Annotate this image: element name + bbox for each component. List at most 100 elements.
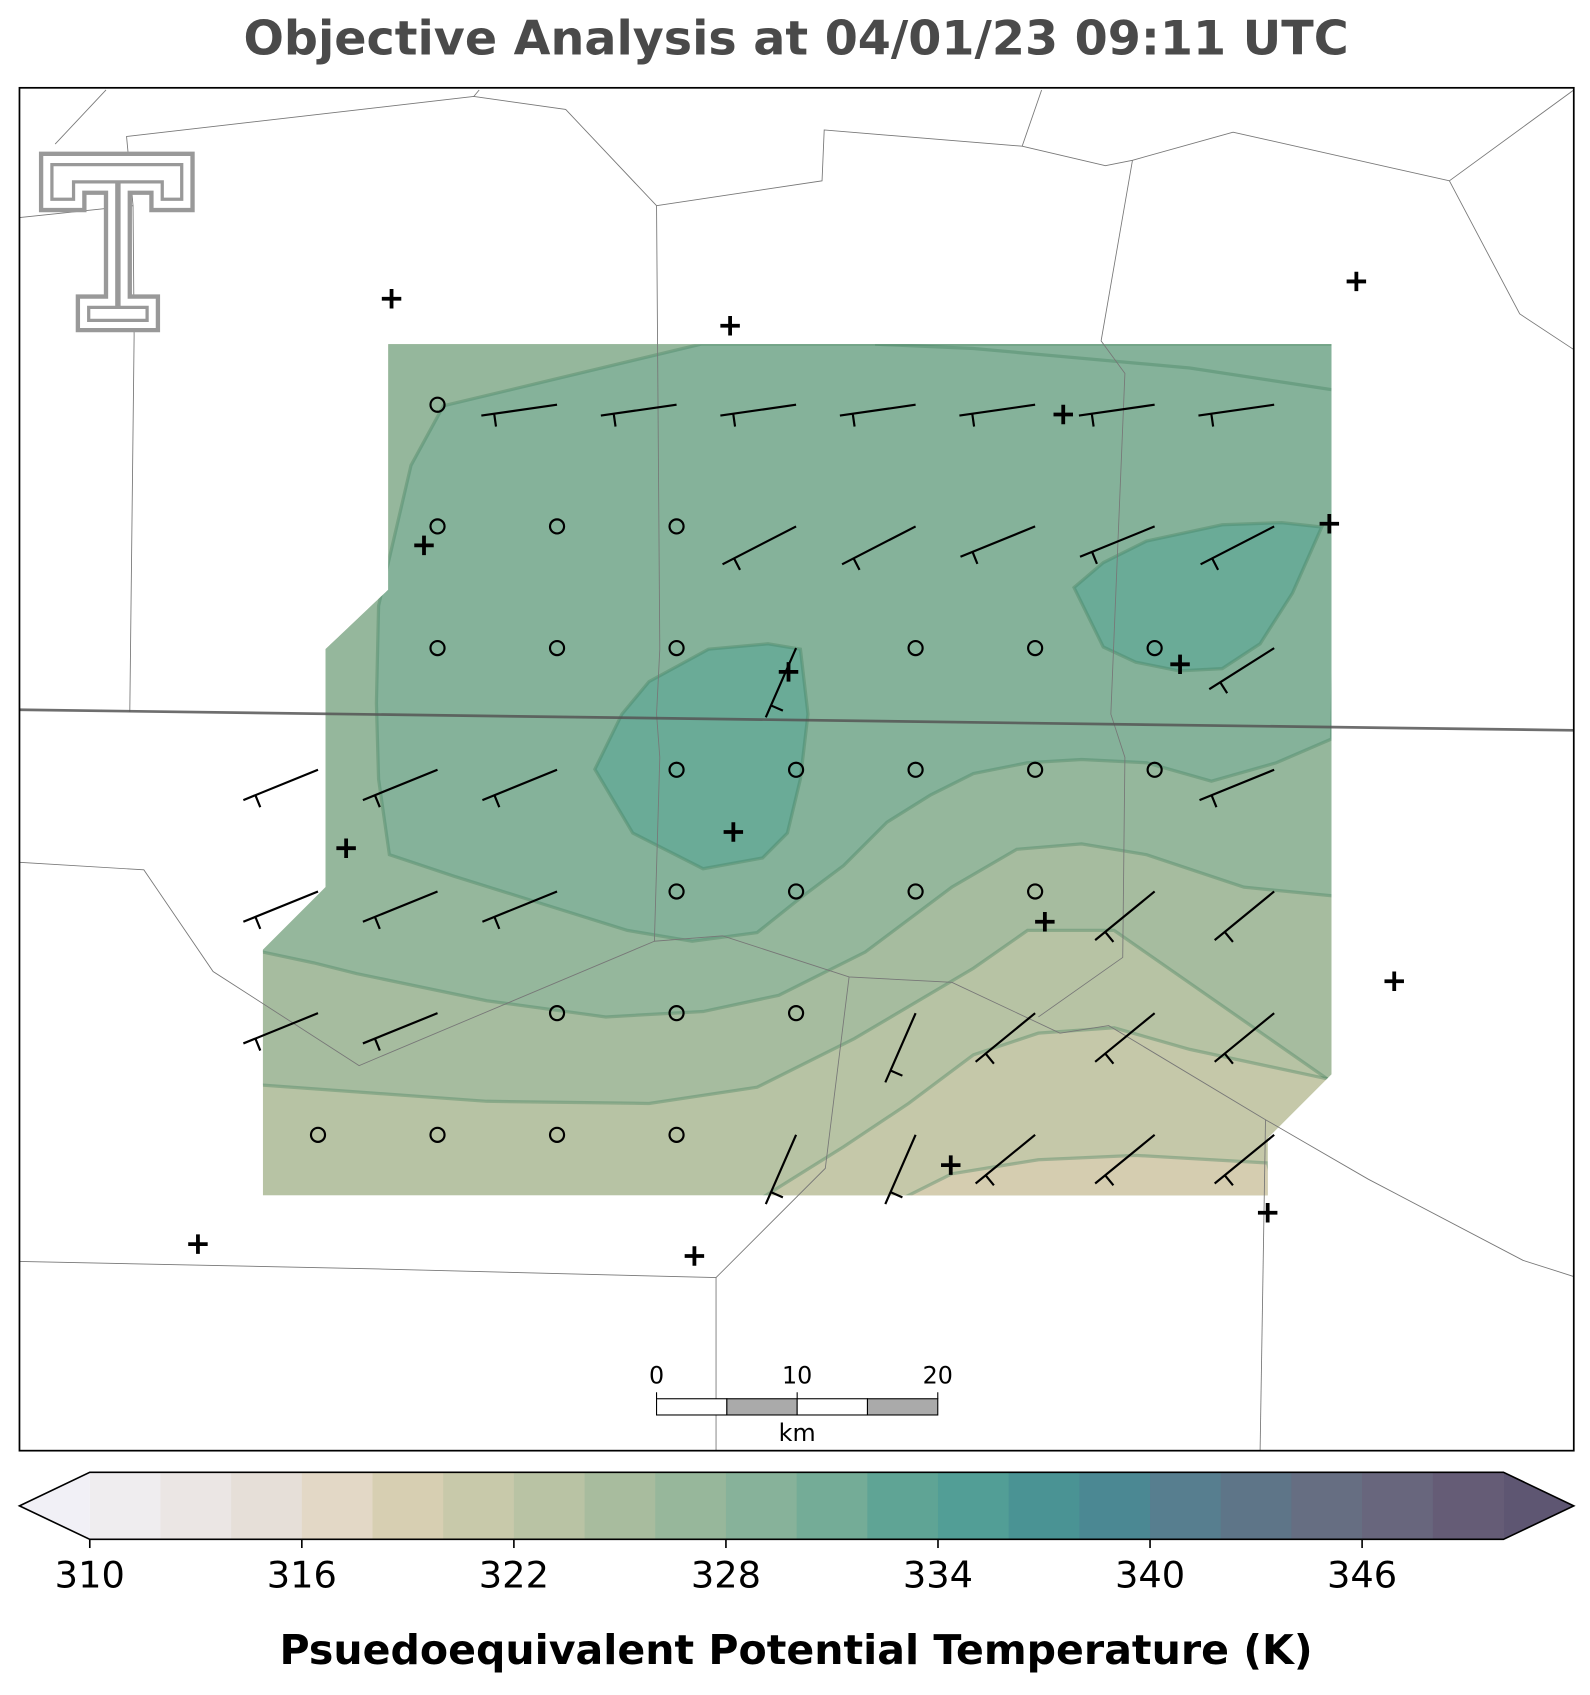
calm-station xyxy=(548,518,566,535)
calm-station xyxy=(787,883,805,900)
calm-station xyxy=(548,1126,566,1143)
wind-barb xyxy=(959,403,1036,427)
colorbar-label: Psuedoequivalent Potential Temperature (… xyxy=(279,1626,1312,1674)
scale-segment xyxy=(726,1398,798,1416)
calm-station xyxy=(1027,761,1044,778)
wind-barb xyxy=(1094,1012,1156,1065)
station-marker xyxy=(414,535,434,556)
calm-station xyxy=(429,518,446,535)
colorbar-over xyxy=(1503,1472,1574,1540)
station-marker xyxy=(720,316,740,336)
colorbar-level xyxy=(796,1472,868,1540)
wind-barb xyxy=(722,525,797,571)
colorbar-level xyxy=(1150,1472,1222,1540)
wind-barb xyxy=(841,525,917,571)
wind-barb xyxy=(1198,403,1275,427)
wind-barb xyxy=(1213,1133,1275,1187)
station-marker xyxy=(941,1155,961,1175)
wind-barb xyxy=(1078,403,1155,427)
station-marker xyxy=(188,1234,208,1254)
calm-station xyxy=(668,883,685,900)
scale-tick-label: 10 xyxy=(782,1362,812,1390)
analysis-field xyxy=(262,344,1332,1196)
calm-station xyxy=(548,639,566,657)
calm-station xyxy=(1146,639,1163,657)
colorbar-level xyxy=(1008,1472,1080,1540)
station-marker xyxy=(1319,513,1340,534)
colorbar-level xyxy=(513,1472,586,1540)
scale-segment xyxy=(656,1398,728,1416)
colorbar-level xyxy=(1079,1472,1151,1540)
colorbar-tick-label: 334 xyxy=(903,1554,973,1597)
wind-barb xyxy=(1094,890,1156,943)
colorbar-level xyxy=(89,1472,162,1540)
colorbar-level xyxy=(1291,1472,1363,1540)
calm-station xyxy=(668,518,685,535)
station-marker xyxy=(336,838,356,858)
wind-barb xyxy=(482,890,558,930)
colorbar-tick-label: 310 xyxy=(55,1554,125,1597)
wind-barb xyxy=(362,768,438,808)
wind-barb xyxy=(1200,525,1275,571)
scale-tick-label: 0 xyxy=(649,1362,664,1390)
colorbar-tick-label: 340 xyxy=(1115,1554,1185,1597)
colorbar-level xyxy=(725,1472,798,1540)
title: Objective Analysis at 04/01/23 09:11 UTC xyxy=(243,11,1348,66)
wind-barb xyxy=(974,1012,1036,1065)
colorbar-level xyxy=(1432,1472,1505,1540)
calm-station xyxy=(309,1126,327,1143)
calm-station xyxy=(907,883,924,900)
calm-station xyxy=(787,761,805,778)
station-marker xyxy=(1346,271,1367,292)
colorbar-level xyxy=(867,1472,939,1540)
colorbar-level xyxy=(443,1472,515,1540)
logo xyxy=(38,151,195,333)
colorbar-level xyxy=(937,1472,1010,1540)
calm-station xyxy=(668,1126,685,1143)
map-frame xyxy=(18,86,1575,1452)
scale-tick-label: 20 xyxy=(923,1362,953,1390)
calm-station xyxy=(907,639,924,657)
colorbar-level xyxy=(160,1472,232,1540)
wind-barb xyxy=(242,890,319,930)
wind-barb xyxy=(764,1134,798,1205)
colorbar: Psuedoequivalent Potential Temperature (… xyxy=(17,1471,1576,1674)
colorbar-level xyxy=(1220,1472,1292,1540)
calm-station xyxy=(787,1005,805,1022)
wind-barb xyxy=(1213,1012,1275,1065)
wind-barb xyxy=(482,768,558,808)
colorbar-level xyxy=(584,1472,656,1540)
colorbar-level xyxy=(1362,1472,1434,1540)
station-marker xyxy=(723,822,744,842)
station-marker xyxy=(1170,654,1190,675)
observations xyxy=(188,271,1404,1266)
calm-station xyxy=(429,639,446,657)
calm-station xyxy=(548,1005,566,1022)
scale-bar: km 0 10 20 xyxy=(649,1362,953,1447)
calm-station xyxy=(429,396,446,413)
colorbar-tick-label: 322 xyxy=(479,1554,549,1597)
colorbar-level xyxy=(301,1472,374,1540)
wind-barb xyxy=(1213,890,1275,943)
colorbar-under xyxy=(19,1472,90,1540)
wind-barb xyxy=(1199,768,1275,808)
wind-barb xyxy=(242,768,319,808)
wind-barb xyxy=(884,1134,917,1205)
colorbar-tick-label: 316 xyxy=(267,1554,337,1597)
calm-station xyxy=(668,1005,685,1022)
wind-barb xyxy=(362,890,438,930)
wind-barb xyxy=(362,1012,438,1051)
scale-segment xyxy=(866,1398,939,1416)
wind-barb xyxy=(839,403,916,427)
calm-station xyxy=(1146,761,1163,778)
wind-barb xyxy=(242,1012,319,1051)
calm-station xyxy=(1027,639,1044,657)
calm-station xyxy=(429,1126,446,1143)
wind-barb xyxy=(974,1133,1036,1187)
wind-barb xyxy=(764,647,798,718)
station-marker xyxy=(1035,912,1055,932)
wind-barb xyxy=(1079,525,1156,565)
wind-barb xyxy=(720,403,797,427)
wind-barb xyxy=(884,1012,917,1083)
